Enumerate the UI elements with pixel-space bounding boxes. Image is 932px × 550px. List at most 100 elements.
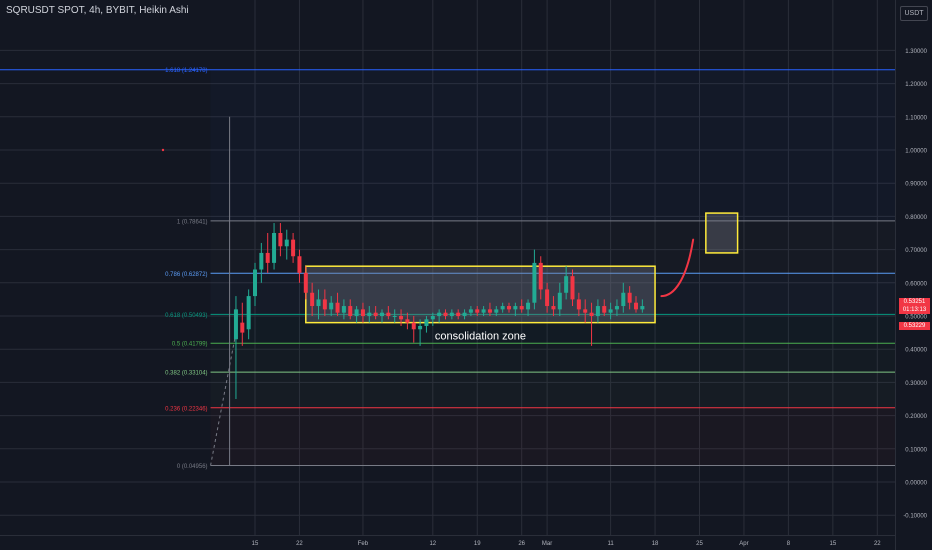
candle-body [380,312,384,316]
candle-body [487,309,492,313]
candle-body [481,309,486,313]
candle-body [462,312,467,316]
fib-band [211,372,895,408]
candle-body [551,306,556,310]
candle-body [399,316,404,320]
y-tick-label: 1.10000 [905,115,927,121]
candle-body [475,309,480,313]
candle-body [526,302,531,310]
fibonacci-retracement[interactable]: 1.618 (1.24178) 1 (0.78641) 0.786 (0.62872… [0,68,895,470]
x-tick-label: 22 [296,541,303,547]
y-tick-label: 0.60000 [905,281,927,287]
candle-body [608,309,613,313]
candle-body [430,316,435,320]
y-tick-label: 0.70000 [905,248,927,254]
x-tick-label: 12 [429,541,436,547]
candle-body [456,312,461,316]
candle-body [621,292,626,307]
candle-body [614,306,619,310]
projection-curve[interactable] [660,238,695,298]
y-tick-label: 1.30000 [905,49,927,55]
fib-level-label: 0.618 (0.50493) [165,313,207,319]
quote-currency-badge[interactable]: USDT [900,6,928,21]
candle-body [557,292,562,310]
candle-body [291,239,296,257]
prev-close-tag: 0.53229 [899,322,930,330]
last-price-tag: 0.53251 [899,298,930,306]
candle-body [265,252,270,263]
candle-body [272,233,277,263]
fib-trend-line[interactable] [210,332,237,466]
x-tick-label: 8 [787,541,791,547]
candle-body [589,312,594,316]
annotation-rect[interactable] [705,212,739,254]
candle-body [367,312,372,316]
candle-body [424,319,429,326]
y-tick-label: -0.10000 [903,514,927,520]
candle-body [595,306,600,316]
candle-body [335,302,340,313]
candle-body [303,272,308,293]
x-tick-label: 26 [518,541,525,547]
candle-body [392,316,397,317]
candle-body [348,306,353,316]
y-tick-label: 1.20000 [905,82,927,88]
candle-body [576,299,581,310]
fib-level-label: 0.786 (0.62872) [165,272,207,278]
candle-body [259,252,264,270]
candle-body [468,309,473,313]
candle-body [310,292,315,307]
fib-level-label: 1 (0.78641) [177,219,208,225]
y-tick-label: 0.90000 [905,182,927,188]
candle-body [494,309,499,313]
candle-body [322,299,327,310]
chart-title: SQRUSDT SPOT, 4h, BYBIT, Heikin Ashi [6,5,189,16]
candle-body [386,312,391,316]
y-tick-label: 0.80000 [905,215,927,221]
candle-body [284,239,289,247]
fib-level-label: 0.236 (0.22346) [165,406,207,412]
candle-body [583,309,588,313]
fib-band [211,343,895,372]
candle-body [538,262,543,290]
fib-level-label: 1.618 (1.24178) [165,68,207,74]
y-tick-label: 0.00000 [905,481,927,487]
candle-body [545,289,550,307]
candle-body [360,309,365,316]
x-tick-label: 11 [607,541,614,547]
candle-body [627,292,632,303]
annotation-label: consolidation zone [435,331,526,343]
y-tick-label: 0.30000 [905,381,927,387]
candle-body [532,262,537,303]
x-tick-label: 18 [652,541,659,547]
candle-body [297,256,302,273]
candle-body [373,312,378,316]
x-tick-label: 15 [252,541,259,547]
marker-dot [161,148,165,152]
time-axis[interactable]: 15 22 Feb 12 19 26 Mar 11 18 25 Apr 8 15 22 [0,535,895,548]
price-axis[interactable]: 1.30000 1.20000 1.10000 1.00000 0.90000 0.800… [895,0,928,550]
y-tick-label: 0.50000 [905,315,927,321]
candle-body [329,302,334,310]
fib-band [211,70,895,221]
candle-body [507,306,511,310]
x-tick-label: Apr [739,541,748,547]
fib-band [211,408,895,466]
candle-body [341,306,346,313]
y-tick-label: 0.40000 [905,348,927,354]
candle-body [405,319,410,323]
candle-body [278,233,283,247]
candle-body [602,306,607,313]
x-tick-label: 15 [830,541,837,547]
x-tick-label: Mar [542,541,552,547]
candle-body [418,325,423,330]
candle-body [253,269,257,297]
candle-body [519,306,524,310]
y-tick-label: 1.00000 [905,149,927,155]
candle-body [500,306,505,310]
candle-body [443,312,448,316]
candle-body [240,322,245,333]
y-tick-label: 0.10000 [905,447,927,453]
